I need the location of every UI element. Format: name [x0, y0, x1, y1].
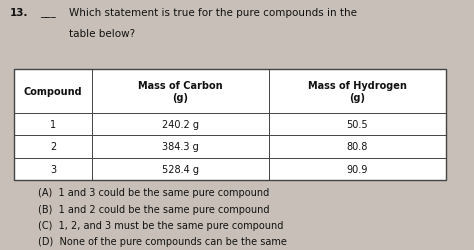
Text: 50.5: 50.5: [346, 120, 368, 130]
Text: 80.8: 80.8: [346, 142, 368, 152]
Text: 1: 1: [50, 120, 56, 130]
Text: table below?: table below?: [69, 29, 135, 39]
Text: 90.9: 90.9: [346, 164, 368, 174]
Text: 3: 3: [50, 164, 56, 174]
Text: 528.4 g: 528.4 g: [162, 164, 199, 174]
Text: Which statement is true for the pure compounds in the: Which statement is true for the pure com…: [69, 8, 357, 18]
Text: Mass of Carbon
(g): Mass of Carbon (g): [138, 81, 223, 103]
Bar: [14, 70, 446, 180]
Text: 240.2 g: 240.2 g: [162, 120, 199, 130]
Text: Compound: Compound: [24, 87, 82, 97]
Text: 384.3 g: 384.3 g: [162, 142, 199, 152]
Text: 2: 2: [50, 142, 56, 152]
Text: (A)  1 and 3 could be the same pure compound: (A) 1 and 3 could be the same pure compo…: [38, 188, 269, 198]
Text: (D)  None of the pure compounds can be the same: (D) None of the pure compounds can be th…: [38, 236, 287, 246]
Text: (C)  1, 2, and 3 must be the same pure compound: (C) 1, 2, and 3 must be the same pure co…: [38, 220, 283, 230]
Text: Mass of Hydrogen
(g): Mass of Hydrogen (g): [308, 81, 407, 103]
Text: ___: ___: [40, 8, 56, 18]
Text: (B)  1 and 2 could be the same pure compound: (B) 1 and 2 could be the same pure compo…: [38, 204, 269, 214]
Text: 13.: 13.: [9, 8, 28, 18]
